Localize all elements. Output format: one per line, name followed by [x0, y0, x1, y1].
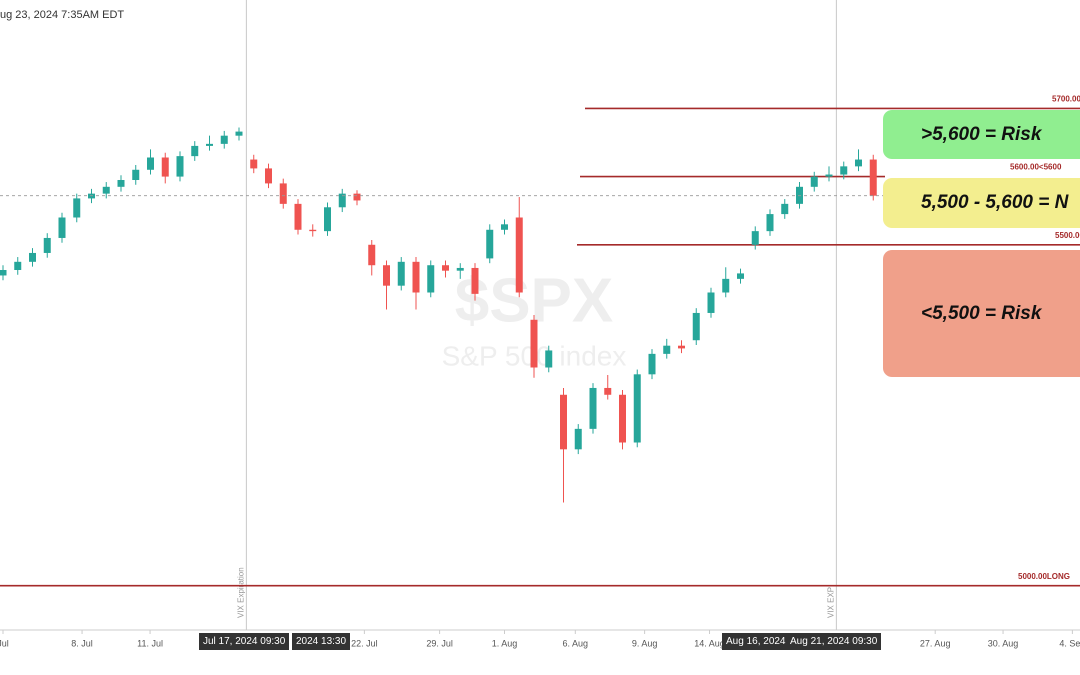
candle-body: [265, 168, 272, 184]
candle-body: [14, 261, 22, 270]
candle-body: [692, 312, 700, 341]
candle-body: [766, 214, 774, 232]
candle-body: [102, 186, 110, 194]
level-label: 5000.00LONG: [1018, 572, 1070, 581]
x-tick-label: Jul: [0, 638, 9, 648]
candle-body: [545, 350, 553, 368]
candle-body: [309, 229, 317, 232]
candle-body: [147, 157, 154, 170]
candle-body: [663, 345, 671, 354]
x-tick-label: 9. Aug: [632, 638, 658, 648]
candle-body: [324, 207, 331, 232]
candle-body: [397, 261, 405, 286]
crosshair-label: Jul 17, 2024 09:30: [199, 633, 290, 650]
candle-body: [810, 176, 818, 187]
candle-body: [707, 292, 715, 313]
x-tick-label: 30. Aug: [988, 638, 1019, 648]
candle-body: [0, 270, 7, 276]
x-tick-label: 1. Aug: [492, 638, 518, 648]
candle-body: [220, 135, 228, 144]
x-tick-label: 4. Sep: [1059, 638, 1080, 648]
candle-body: [250, 159, 258, 169]
x-tick-label: 29. Jul: [426, 638, 453, 648]
candle-body: [73, 198, 81, 218]
event-label: VIX Expiration: [236, 567, 245, 618]
candle-body: [530, 319, 538, 368]
candle-body: [353, 193, 361, 201]
candle-body: [132, 169, 140, 180]
level-label: 5700.00: [1052, 95, 1080, 104]
zone-box: >5,600 = Risk: [883, 110, 1080, 159]
x-tick-label: 22. Jul: [351, 638, 378, 648]
candle-body: [825, 174, 833, 177]
candle-body: [442, 265, 449, 271]
level-label: 5500.00: [1055, 231, 1080, 240]
candle-body: [456, 267, 464, 271]
crosshair-label: Aug 16, 2024: [722, 633, 790, 650]
x-tick-label: 27. Aug: [920, 638, 951, 648]
level-label: 5600.00<5600: [1010, 163, 1062, 172]
candle-body: [206, 143, 213, 146]
candle-body: [678, 345, 685, 349]
candle-body: [869, 159, 877, 196]
candle-body: [501, 224, 508, 230]
x-tick-label: 14. Aug: [694, 638, 725, 648]
candle-body: [515, 217, 523, 293]
candle-body: [368, 244, 376, 266]
x-tick-label: 8. Jul: [71, 638, 93, 648]
candle-body: [58, 217, 66, 238]
candle-body: [294, 203, 302, 230]
zone-label: >5,600 = Risk: [921, 123, 1042, 145]
x-tick-label: 11. Jul: [137, 638, 163, 648]
candle-body: [619, 394, 626, 443]
candle-body: [737, 273, 744, 279]
candle-body: [486, 229, 494, 259]
candle-body: [604, 387, 612, 395]
candle-body: [633, 374, 641, 443]
x-tick-label: 6. Aug: [563, 638, 589, 648]
candle-body: [235, 131, 243, 136]
candle-body: [412, 261, 420, 293]
candle-body: [29, 252, 36, 262]
candle-body: [781, 203, 789, 215]
candle-body: [855, 159, 862, 167]
candle-body: [279, 183, 287, 204]
zone-box: <5,500 = Risk: [883, 250, 1080, 377]
zone-label: <5,500 = Risk: [921, 302, 1042, 324]
candle-body: [161, 157, 169, 177]
crosshair-label: Aug 21, 2024 09:30: [786, 633, 882, 650]
candle-body: [648, 353, 656, 375]
candle-body: [383, 265, 390, 286]
candle-body: [427, 265, 435, 293]
zone-box: 5,500 - 5,600 = N: [883, 178, 1080, 228]
candle-body: [191, 145, 199, 157]
candle-body: [43, 237, 51, 253]
event-label: VIX EXP: [826, 587, 835, 618]
timestamp: ug 23, 2024 7:35AM EDT: [0, 9, 124, 21]
candle-body: [176, 156, 184, 177]
candle-body: [471, 267, 479, 294]
candle-body: [751, 231, 759, 245]
zone-label: 5,500 - 5,600 = N: [921, 192, 1069, 213]
candle-body: [840, 166, 848, 175]
candle-body: [338, 193, 346, 208]
candle-body: [560, 394, 567, 450]
candle-body: [722, 278, 730, 293]
candle-body: [117, 180, 125, 187]
candle-body: [574, 428, 582, 450]
candle-body: [589, 387, 597, 429]
crosshair-label: 2024 13:30: [292, 633, 351, 650]
